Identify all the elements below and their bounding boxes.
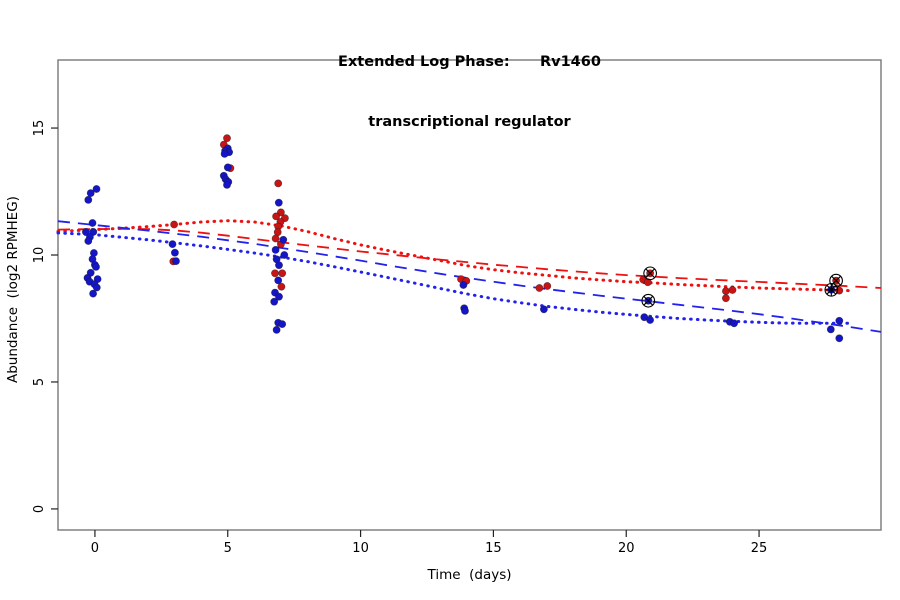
data-point-blue-points — [223, 180, 231, 189]
data-point-blue-points — [172, 257, 180, 265]
marked-point-blue-circle-cross — [641, 293, 656, 308]
x-tick-label: 25 — [751, 541, 768, 556]
data-point-red-points — [277, 282, 286, 291]
data-point-red-points — [170, 220, 178, 229]
data-point-red-points — [272, 212, 280, 221]
x-tick-label: 20 — [618, 541, 635, 556]
data-point-blue-points — [274, 198, 283, 207]
circle-cross-spoke — [643, 295, 654, 306]
trend-lines — [56, 219, 882, 333]
chart-title: Extended Log Phase: Rv1460 — [338, 54, 601, 70]
circle-star-spoke — [826, 284, 837, 295]
y-tick-label: 5 — [32, 378, 47, 386]
circle-cross-icon — [829, 273, 843, 288]
data-point-blue-points — [461, 306, 469, 315]
marked-point-red-circle-cross — [643, 266, 657, 281]
data-point-red-points — [543, 282, 552, 290]
circle-cross-icon — [643, 266, 657, 281]
data-point-red-points — [223, 134, 231, 143]
data-point-blue-points — [271, 245, 280, 254]
data-point-red-points — [271, 234, 280, 243]
y-axis-label: Abundance (log2 RPMHEG) — [5, 196, 21, 384]
marked-points — [641, 266, 843, 308]
data-point-blue-points — [88, 219, 97, 227]
data-point-red-points — [271, 269, 279, 278]
data-point-blue-points — [223, 163, 232, 172]
data-point-blue-points — [835, 316, 844, 325]
data-point-blue-points — [92, 283, 101, 292]
data-point-red-points — [722, 294, 730, 303]
data-point-red-points — [278, 269, 287, 278]
data-point-blue-points — [275, 261, 283, 270]
data-point-blue-points — [270, 297, 279, 306]
data-point-blue-points — [835, 334, 844, 343]
data-point-blue-points — [280, 251, 289, 259]
data-point-blue-points — [170, 248, 179, 257]
trend-line-blue-dashed-fit — [57, 220, 882, 333]
trend-line-blue-dotted-fit — [56, 231, 851, 325]
y-tick-label: 15 — [32, 120, 47, 137]
data-point-blue-points — [826, 325, 835, 334]
data-point-blue-points — [220, 149, 229, 158]
data-point-blue-points — [92, 262, 100, 271]
trend-line-red-dashed-fit — [57, 227, 882, 289]
x-axis-label: Time (days) — [427, 567, 512, 583]
y-tick-label: 0 — [32, 505, 47, 513]
chart-subtitle: transcriptional regulator — [368, 114, 571, 130]
marked-point-blue-circle-star — [824, 282, 839, 297]
y-tick-label: 10 — [32, 247, 47, 264]
data-point-blue-points — [279, 235, 288, 244]
plot-box — [57, 59, 882, 531]
data-point-blue-points — [459, 281, 468, 289]
data-point-blue-points — [274, 276, 283, 285]
x-tick-label: 5 — [224, 541, 232, 556]
data-point-blue-points — [646, 316, 654, 324]
axes: 0 5 10 15 20 25 0 5 10 15 — [32, 59, 882, 556]
x-tick-label: 0 — [91, 541, 99, 556]
data-point-blue-points — [730, 319, 738, 328]
data-point-blue-points — [272, 325, 281, 334]
data-points — [82, 134, 844, 343]
circle-cross-icon — [641, 293, 656, 308]
circle-cross-spoke — [645, 268, 655, 279]
chart-title-block: Extended Log Phase: Rv1460 transcription… — [39, 12, 900, 172]
data-point-blue-points — [84, 237, 93, 245]
data-point-blue-points — [89, 289, 97, 298]
data-point-blue-points — [168, 240, 177, 248]
x-tick-label: 10 — [352, 541, 369, 556]
data-point-red-points — [728, 286, 737, 294]
data-point-red-points — [535, 284, 544, 292]
data-point-blue-points — [275, 292, 283, 301]
data-point-blue-points — [92, 185, 101, 193]
data-point-red-points — [274, 179, 283, 188]
data-point-red-points — [722, 287, 730, 295]
data-point-blue-points — [84, 195, 93, 204]
data-point-blue-points — [540, 305, 548, 314]
x-tick-label: 15 — [485, 541, 502, 556]
data-point-blue-points — [278, 320, 287, 328]
trend-line-red-dotted-fit — [56, 219, 851, 293]
data-point-blue-points — [86, 189, 95, 197]
